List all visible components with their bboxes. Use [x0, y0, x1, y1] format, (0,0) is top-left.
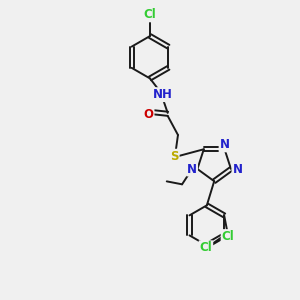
Text: O: O [143, 108, 154, 121]
Text: Cl: Cl [200, 241, 212, 254]
Text: N: N [187, 163, 197, 176]
Text: NH: NH [153, 88, 173, 101]
Text: S: S [170, 150, 179, 163]
Text: Cl: Cl [222, 230, 234, 243]
Text: N: N [232, 163, 242, 176]
Text: Cl: Cl [144, 8, 156, 21]
Text: N: N [220, 138, 230, 151]
